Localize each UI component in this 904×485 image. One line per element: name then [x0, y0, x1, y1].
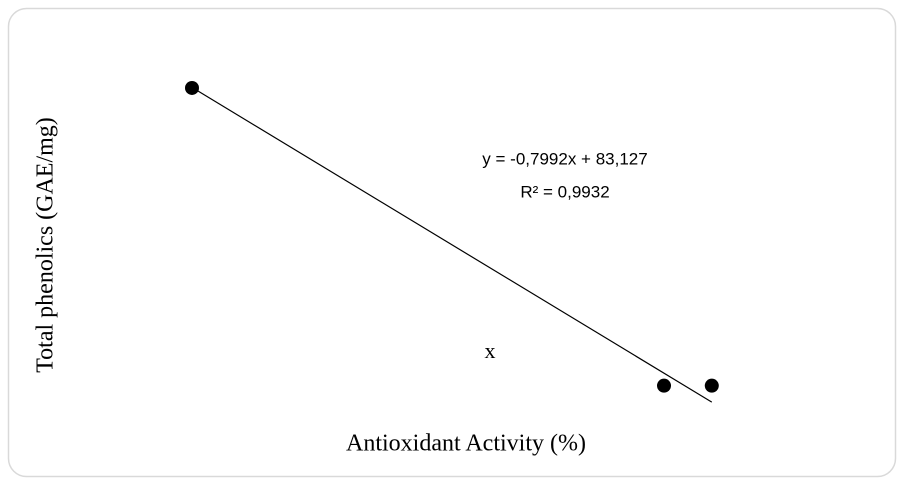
y-axis-title: Total phenolics (GAE/mg) — [33, 117, 59, 373]
point — [704, 378, 719, 393]
trendline-equation: y = -0,7992x + 83,127 — [482, 149, 647, 168]
chart-frame — [7, 7, 897, 478]
point — [657, 378, 671, 393]
trendline — [191, 86, 713, 403]
trendline-r-squared: R² = 0,9932 — [520, 182, 609, 201]
point — [185, 80, 199, 95]
annotation: x — [485, 338, 496, 363]
x-axis-title: Antioxidant Activity (%) — [346, 431, 586, 457]
